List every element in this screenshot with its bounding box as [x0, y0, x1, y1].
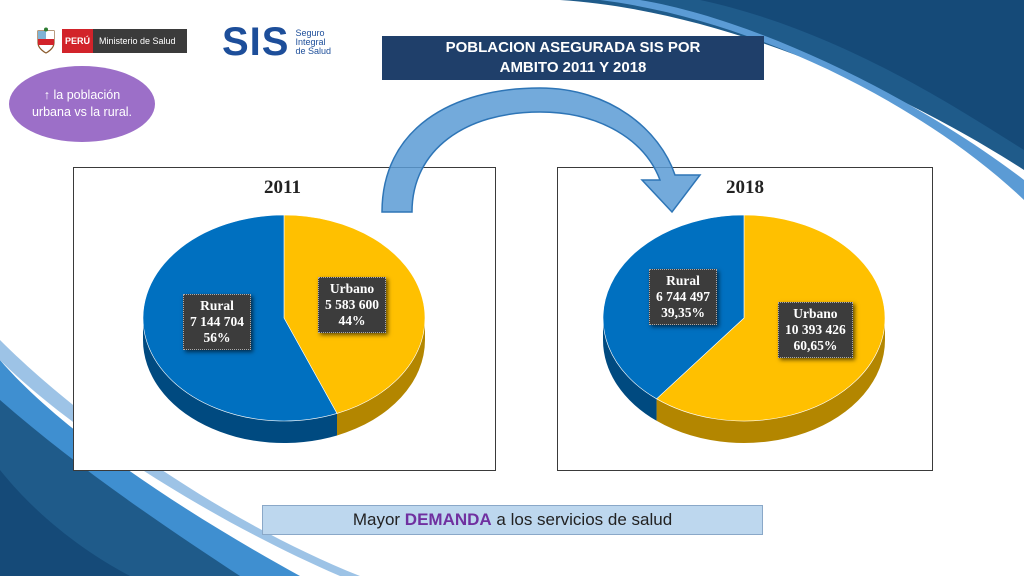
- sis-tagline: Seguro Integral de Salud: [295, 27, 332, 56]
- pie-side-2018-urbano: [656, 318, 885, 444]
- peru-label: PERÚ: [62, 29, 94, 53]
- callout-bubble: ↑ la población urbana vs la rural.: [9, 66, 155, 142]
- chart-title-2018: 2018: [726, 177, 764, 198]
- slide-title-line2: AMBITO 2011 Y 2018: [499, 59, 647, 76]
- label-2011-rural: Rural 7 144 704 56%: [183, 294, 251, 350]
- sis-tagline-line1: Seguro: [295, 27, 325, 38]
- sis-logo-text: SIS: [222, 20, 290, 64]
- ministry-label: Ministerio de Salud: [93, 29, 188, 53]
- label-2018-rural-name: Rural: [666, 273, 700, 288]
- callout-text: ↑ la población urbana vs la rural.: [31, 88, 133, 119]
- label-2011-urbano: Urbano 5 583 600 44%: [318, 277, 386, 333]
- label-2011-rural-value: 7 144 704: [190, 314, 244, 329]
- label-2018-urbano: Urbano 10 393 426 60,65%: [778, 302, 853, 358]
- pie-side-2011-rural: [143, 318, 337, 444]
- label-2018-rural-value: 6 744 497: [656, 289, 710, 304]
- label-2011-urbano-value: 5 583 600: [325, 297, 379, 312]
- label-2011-urbano-name: Urbano: [329, 281, 375, 296]
- slide-title-line1: POBLACION ASEGURADA SIS POR: [445, 39, 701, 56]
- label-2018-urbano-value: 10 393 426: [785, 322, 846, 337]
- label-2018-rural-percent: 39,35%: [661, 305, 705, 320]
- sis-tagline-line2: Integral: [295, 36, 326, 47]
- footer-prefix: Mayor: [352, 510, 405, 529]
- label-2018-urbano-name: Urbano: [793, 306, 838, 321]
- footer-suffix: a los servicios de salud: [491, 510, 673, 529]
- peru-coat-of-arms-icon: [37, 27, 55, 54]
- minsa-logo: PERÚ Ministerio de Salud: [34, 26, 194, 56]
- slide-title: POBLACION ASEGURADA SIS POR AMBITO 2011 …: [382, 36, 764, 80]
- sis-tagline-line3: de Salud: [295, 45, 332, 56]
- pie-side-2011-urbano: [336, 318, 425, 436]
- label-2011-rural-percent: 56%: [203, 330, 231, 345]
- label-2018-rural: Rural 6 744 497 39,35%: [649, 269, 717, 325]
- label-2011-urbano-percent: 44%: [338, 313, 366, 328]
- pie-slice-2018-urbano: [656, 214, 886, 422]
- chart-title-2011: 2011: [264, 177, 301, 198]
- footer-banner: Mayor DEMANDA a los servicios de salud: [262, 505, 763, 535]
- label-2011-rural-name: Rural: [200, 298, 234, 313]
- footer-highlight: DEMANDA: [404, 510, 492, 529]
- sis-logo: SIS Seguro Integral de Salud: [222, 22, 331, 62]
- label-2018-urbano-percent: 60,65%: [793, 338, 838, 353]
- pie-side-2018-rural: [603, 318, 657, 421]
